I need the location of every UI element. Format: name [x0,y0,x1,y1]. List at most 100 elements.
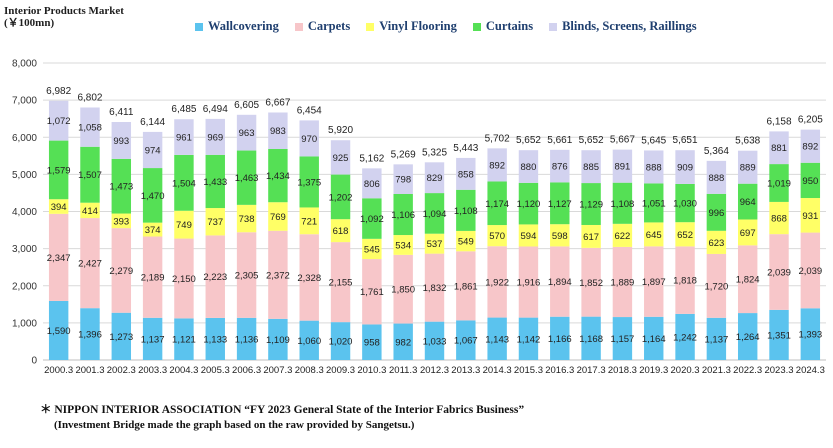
bar-segment [424,162,445,194]
bar-segment [737,150,758,184]
bar-segment [737,183,758,220]
bar-segment [800,162,821,199]
data-label: 1,092 [360,214,384,225]
x-tick-label: 2007.3 [263,365,292,376]
data-label: 1,164 [642,334,666,345]
bar-segment [393,193,413,236]
bar-segment [299,120,319,157]
bar-segment [424,321,445,360]
legend-swatch-vinyl-flooring [366,22,375,31]
data-label: 880 [521,162,537,173]
data-label: 1,127 [548,199,572,210]
bar-segment [456,251,476,321]
data-label: 1,174 [485,199,509,210]
total-label: 5,920 [328,125,353,136]
bar-segment [800,232,821,309]
data-label: 1,273 [109,332,133,343]
legend-swatch-wallcovering [195,22,203,31]
data-label: 1,507 [78,170,102,181]
data-label: 1,157 [611,334,635,345]
bar-segment [644,246,664,317]
data-label: 2,427 [78,259,102,270]
data-label: 1,106 [391,210,415,221]
data-label: 618 [333,226,349,237]
x-tick-label: 2020.3 [671,365,700,376]
x-tick-label: 2017.3 [577,365,606,376]
data-label: 1,142 [517,334,541,345]
data-label: 2,372 [266,270,290,281]
data-label: 993 [113,136,129,147]
data-label: 892 [489,160,505,171]
data-label: 1,242 [673,332,697,343]
x-tick-label: 2004.3 [169,365,198,376]
data-label: 2,279 [109,266,133,277]
data-label: 2,039 [767,267,791,278]
data-label: 645 [646,230,662,241]
data-label: 534 [395,240,411,251]
data-label: 1,916 [517,278,541,289]
bar-segment [80,146,100,203]
data-label: 970 [301,134,317,145]
legend-swatch-carpets [294,22,303,31]
x-tick-label: 2010.3 [357,365,386,376]
bar-segment [487,181,507,226]
bar-segment [675,183,695,223]
bar-segment [48,140,69,200]
legend-item-curtains: Curtains [472,19,533,34]
data-label: 1,579 [47,165,71,176]
bar-segment [675,222,695,247]
stacked-bar-chart: 0 1,000 2,000 3,000 4,000 5,000 6,000 7,000 8,00… [12,59,826,376]
total-label: 6,667 [265,97,290,108]
bar-segment [456,157,476,190]
data-label: 537 [427,239,443,250]
title-line-1: Interior Products Market [4,5,124,17]
bar-segment [518,246,539,318]
data-label: 1,861 [454,281,478,292]
data-label: 2,189 [141,273,165,284]
bar-segment [550,149,570,183]
bar-segment [174,154,194,211]
total-label: 6,485 [171,104,196,115]
bar-segment [706,317,727,360]
data-label: 1,375 [297,177,321,188]
bar-segment [362,259,382,325]
data-label: 414 [82,206,98,217]
data-label: 1,832 [423,283,447,294]
data-label: 958 [364,338,380,349]
bar-segment [393,323,413,360]
total-label: 6,982 [46,86,71,97]
data-label: 876 [552,162,568,173]
data-label: 1,473 [109,182,133,193]
bar-segment [706,230,727,254]
bar-segment [518,150,539,183]
bar-segment [800,198,821,233]
bar-segment [800,129,821,163]
bar-segment [142,317,163,360]
data-label: 889 [740,163,756,174]
bar-segment [268,148,288,203]
total-label: 5,661 [547,135,572,146]
y-tick-label: 5,000 [12,170,37,181]
bar-segment [142,236,163,318]
source-footnote: ＊ NIPPON INTERIOR ASSOCIATION “FY 2023 G… [40,403,524,433]
data-label: 891 [614,162,630,173]
data-label: 1,850 [391,285,415,296]
bar-segment [330,322,351,360]
total-label: 6,454 [297,105,322,116]
data-label: 1,897 [642,277,666,288]
data-label: 2,305 [235,271,259,282]
bar-segment [393,164,413,194]
bar-segment [205,154,225,209]
y-tick-label: 2,000 [12,281,37,292]
data-label: 617 [583,232,599,243]
total-label: 5,667 [610,135,635,146]
total-label: 6,605 [234,100,259,111]
bar-segment [644,183,664,223]
bar-segment [737,313,758,360]
data-label: 964 [740,197,756,208]
data-label: 2,347 [47,253,71,264]
bar-segment [174,119,194,155]
bar-segment [675,150,695,184]
bar-segment [362,198,382,239]
x-tick-label: 2005.3 [201,365,230,376]
